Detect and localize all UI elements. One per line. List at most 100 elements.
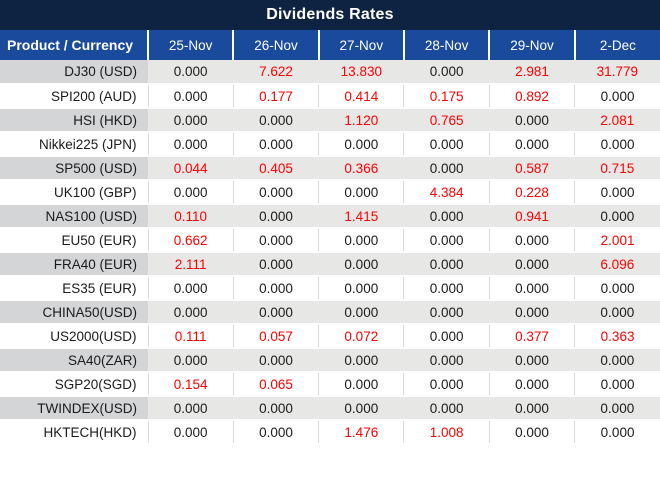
dividend-value-cell: 0.366 [319, 156, 404, 180]
dividend-value-cell: 0.000 [319, 300, 404, 324]
product-name-cell: HKTECH(HKD) [0, 420, 148, 444]
dividend-value-cell: 0.000 [233, 204, 318, 228]
table-row: Nikkei225 (JPN)0.0000.0000.0000.0000.000… [0, 132, 660, 156]
product-name-cell: DJ30 (USD) [0, 60, 148, 84]
dividend-value-cell: 0.000 [319, 396, 404, 420]
dividend-value-cell: 0.000 [489, 108, 574, 132]
date-column-header: 27-Nov [319, 30, 404, 60]
dividend-value-cell: 6.096 [575, 252, 660, 276]
dividend-value-cell: 0.000 [404, 324, 489, 348]
dividend-value-cell: 0.000 [148, 348, 233, 372]
dividend-value-cell: 0.000 [233, 300, 318, 324]
dividend-value-cell: 0.000 [233, 228, 318, 252]
dividend-value-cell: 0.000 [404, 396, 489, 420]
dividend-value-cell: 0.000 [319, 132, 404, 156]
date-column-header: 26-Nov [233, 30, 318, 60]
dividend-value-cell: 0.065 [233, 372, 318, 396]
date-column-header: 25-Nov [148, 30, 233, 60]
dividend-value-cell: 0.000 [575, 396, 660, 420]
table-row: SP500 (USD)0.0440.4050.3660.0000.5870.71… [0, 156, 660, 180]
dividend-value-cell: 0.000 [319, 252, 404, 276]
dividend-value-cell: 0.072 [319, 324, 404, 348]
dividend-value-cell: 0.000 [575, 420, 660, 444]
dividend-value-cell: 0.000 [404, 300, 489, 324]
dividend-value-cell: 0.000 [148, 108, 233, 132]
table-row: CHINA50(USD)0.0000.0000.0000.0000.0000.0… [0, 300, 660, 324]
table-row: HSI (HKD)0.0000.0001.1200.7650.0002.081 [0, 108, 660, 132]
dividend-value-cell: 0.000 [319, 276, 404, 300]
table-row: FRA40 (EUR)2.1110.0000.0000.0000.0006.09… [0, 252, 660, 276]
dividend-value-cell: 0.000 [404, 156, 489, 180]
product-name-cell: UK100 (GBP) [0, 180, 148, 204]
dividend-value-cell: 0.154 [148, 372, 233, 396]
product-name-cell: CHINA50(USD) [0, 300, 148, 324]
table-header-row: Product / Currency 25-Nov26-Nov27-Nov28-… [0, 30, 660, 60]
dividend-value-cell: 0.000 [148, 84, 233, 108]
dividend-value-cell: 0.000 [575, 348, 660, 372]
dividend-value-cell: 0.228 [489, 180, 574, 204]
dividend-value-cell: 0.000 [489, 132, 574, 156]
dividend-value-cell: 1.008 [404, 420, 489, 444]
product-name-cell: FRA40 (EUR) [0, 252, 148, 276]
table-row: TWINDEX(USD)0.0000.0000.0000.0000.0000.0… [0, 396, 660, 420]
dividend-value-cell: 0.765 [404, 108, 489, 132]
table-row: HKTECH(HKD)0.0000.0001.4761.0080.0000.00… [0, 420, 660, 444]
dividend-value-cell: 0.000 [404, 132, 489, 156]
dividend-value-cell: 0.000 [575, 300, 660, 324]
dividend-value-cell: 0.000 [148, 420, 233, 444]
dividend-value-cell: 0.000 [575, 132, 660, 156]
table-row: NAS100 (USD)0.1100.0001.4150.0000.9410.0… [0, 204, 660, 228]
dividend-value-cell: 1.415 [319, 204, 404, 228]
dividend-value-cell: 0.044 [148, 156, 233, 180]
dividend-value-cell: 0.000 [575, 180, 660, 204]
dividend-value-cell: 0.000 [489, 276, 574, 300]
table-row: EU50 (EUR)0.6620.0000.0000.0000.0002.001 [0, 228, 660, 252]
page-title: Dividends Rates [0, 0, 660, 30]
dividend-value-cell: 0.377 [489, 324, 574, 348]
dividend-value-cell: 0.000 [233, 132, 318, 156]
dividend-value-cell: 0.000 [233, 180, 318, 204]
dividend-value-cell: 0.000 [575, 204, 660, 228]
dividend-value-cell: 0.000 [489, 348, 574, 372]
dividend-value-cell: 0.110 [148, 204, 233, 228]
dividend-value-cell: 0.587 [489, 156, 574, 180]
dividend-value-cell: 0.000 [404, 348, 489, 372]
dividend-value-cell: 0.000 [404, 276, 489, 300]
dividend-value-cell: 0.000 [575, 276, 660, 300]
product-name-cell: EU50 (EUR) [0, 228, 148, 252]
dividend-value-cell: 0.000 [489, 372, 574, 396]
dividend-value-cell: 0.175 [404, 84, 489, 108]
product-name-cell: NAS100 (USD) [0, 204, 148, 228]
dividend-value-cell: 0.662 [148, 228, 233, 252]
dividend-value-cell: 0.000 [148, 396, 233, 420]
dividend-value-cell: 13.830 [319, 60, 404, 84]
date-column-header: 29-Nov [489, 30, 574, 60]
dividend-value-cell: 0.000 [233, 108, 318, 132]
dividend-value-cell: 0.000 [575, 84, 660, 108]
dividend-value-cell: 0.000 [233, 420, 318, 444]
product-name-cell: Nikkei225 (JPN) [0, 132, 148, 156]
dividend-value-cell: 1.120 [319, 108, 404, 132]
dividend-value-cell: 0.363 [575, 324, 660, 348]
dividend-value-cell: 0.000 [233, 396, 318, 420]
dividend-value-cell: 0.000 [148, 180, 233, 204]
product-name-cell: TWINDEX(USD) [0, 396, 148, 420]
dividend-value-cell: 0.000 [404, 60, 489, 84]
product-name-cell: ES35 (EUR) [0, 276, 148, 300]
table-row: SGP20(SGD)0.1540.0650.0000.0000.0000.000 [0, 372, 660, 396]
dividend-value-cell: 31.779 [575, 60, 660, 84]
dividend-value-cell: 0.000 [319, 228, 404, 252]
dividend-value-cell: 0.941 [489, 204, 574, 228]
product-name-cell: HSI (HKD) [0, 108, 148, 132]
dividend-value-cell: 0.000 [233, 252, 318, 276]
dividend-value-cell: 0.405 [233, 156, 318, 180]
dividend-value-cell: 0.414 [319, 84, 404, 108]
dividend-value-cell: 4.384 [404, 180, 489, 204]
date-column-header: 2-Dec [575, 30, 660, 60]
date-column-header: 28-Nov [404, 30, 489, 60]
dividend-value-cell: 2.001 [575, 228, 660, 252]
table-row: SPI200 (AUD)0.0000.1770.4140.1750.8920.0… [0, 84, 660, 108]
dividend-value-cell: 0.715 [575, 156, 660, 180]
dividend-value-cell: 0.177 [233, 84, 318, 108]
product-name-cell: SP500 (USD) [0, 156, 148, 180]
